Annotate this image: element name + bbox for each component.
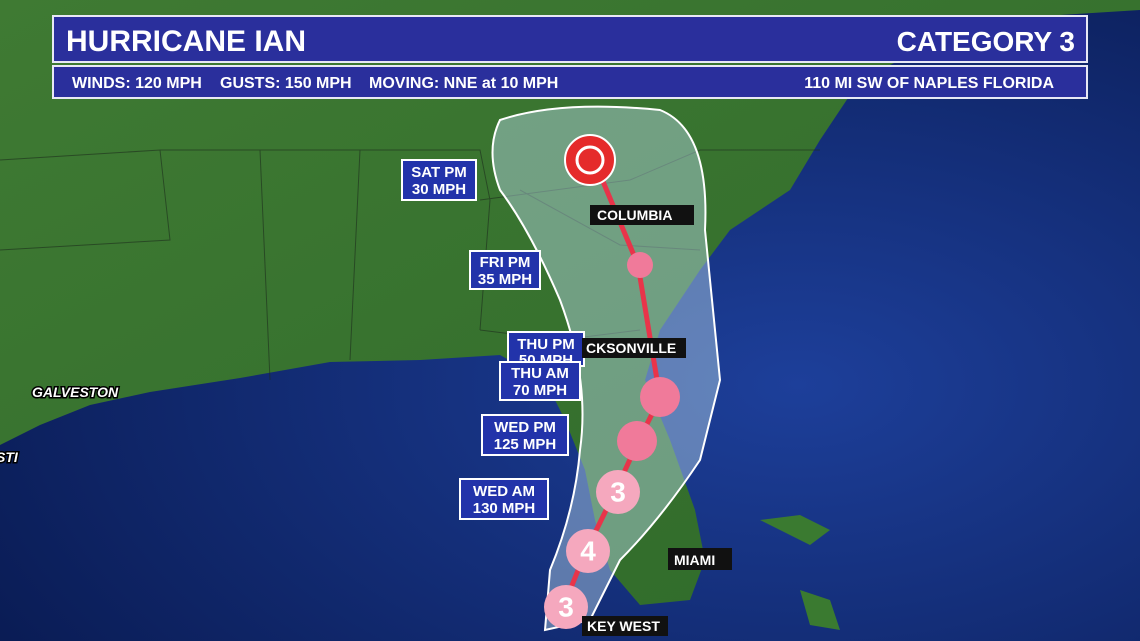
storm-category: 3 xyxy=(610,476,626,507)
low-marker xyxy=(564,134,616,186)
city-box xyxy=(668,548,732,570)
storm-point xyxy=(617,421,657,461)
city-name: GALVESTON xyxy=(32,384,119,400)
label-box xyxy=(401,159,477,201)
label-box xyxy=(469,250,541,290)
storm-point xyxy=(566,529,610,573)
storm-point xyxy=(596,470,640,514)
label-time: SAT PM xyxy=(411,164,467,181)
city-labels: COLUMBIA CKSONVILLE GALVESTON MIAMI KEY … xyxy=(0,205,732,636)
info-winds: WINDS: 120 MPH xyxy=(72,75,202,92)
info-bar xyxy=(52,65,1088,99)
city-name: STI xyxy=(0,449,19,465)
low-ring xyxy=(575,145,605,175)
islands xyxy=(760,515,840,630)
label-fri-pm: FRI PM 35 MPH xyxy=(469,250,541,290)
label-wed-am: WED AM 130 MPH xyxy=(459,478,549,520)
label-box xyxy=(499,361,581,401)
low-label: L xyxy=(586,152,594,167)
label-speed: 125 MPH xyxy=(494,436,557,453)
label-wed-pm: WED PM 125 MPH xyxy=(481,414,569,456)
label-time: FRI PM xyxy=(480,254,531,271)
borders xyxy=(0,149,820,381)
label-thu-am: THU AM 70 MPH xyxy=(499,361,581,401)
label-time: THU PM xyxy=(517,336,575,353)
info-moving: MOVING: NNE at 10 MPH xyxy=(369,75,558,92)
storm-icons: 3 4 3 L xyxy=(544,134,680,629)
label-box xyxy=(459,478,549,520)
label-box xyxy=(481,414,569,456)
city-name: MIAMI xyxy=(674,552,715,568)
storm-point xyxy=(627,252,653,278)
city-box xyxy=(582,338,686,358)
city-name: KEY WEST xyxy=(587,618,660,634)
storm-point xyxy=(544,585,588,629)
label-speed: 35 MPH xyxy=(478,271,532,288)
header: HURRICANE IAN CATEGORY 3 WINDS: 120 MPH … xyxy=(52,15,1088,99)
label-sat-pm: SAT PM 30 MPH xyxy=(401,159,477,201)
forecast-cone xyxy=(491,105,722,632)
city-name: CKSONVILLE xyxy=(586,340,676,356)
info-gusts: GUSTS: 150 MPH xyxy=(220,75,352,92)
label-time: WED PM xyxy=(494,419,556,436)
city-box xyxy=(582,616,668,636)
storm-category: 4 xyxy=(580,535,596,566)
label-speed: 70 MPH xyxy=(513,382,567,399)
label-speed: 130 MPH xyxy=(473,500,536,517)
forecast-labels: SAT PM 30 MPH FRI PM 35 MPH THU PM 50 MP… xyxy=(401,159,585,520)
label-time: WED AM xyxy=(473,483,535,500)
info-location: 110 MI SW OF NAPLES FLORIDA xyxy=(804,75,1054,92)
title-bar xyxy=(52,15,1088,63)
storm-point xyxy=(640,377,680,417)
label-time: THU AM xyxy=(511,365,569,382)
city-name: COLUMBIA xyxy=(597,207,672,223)
storm-title: HURRICANE IAN xyxy=(66,25,306,58)
land xyxy=(0,0,1140,605)
storm-category: 3 xyxy=(558,591,574,622)
city-box xyxy=(590,205,694,225)
storm-category-header: CATEGORY 3 xyxy=(897,26,1075,57)
label-speed: 30 MPH xyxy=(412,181,466,198)
